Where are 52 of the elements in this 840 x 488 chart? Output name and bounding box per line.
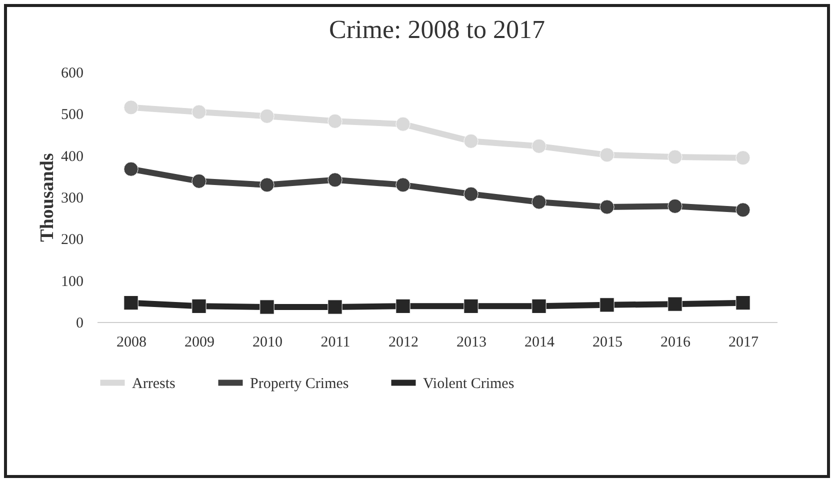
x-tick-label: 2009 (184, 334, 214, 350)
legend-label: Arrests (132, 376, 176, 392)
point (396, 116, 410, 132)
y-tick-label: 200 (61, 232, 84, 248)
point (192, 104, 206, 120)
y-tick-label: 300 (61, 190, 84, 206)
point (464, 134, 478, 148)
point (736, 202, 750, 218)
point (124, 162, 138, 176)
x-tick-label: 2017 (728, 334, 759, 350)
point (260, 108, 274, 124)
point (464, 298, 478, 314)
point (396, 298, 410, 314)
point (396, 178, 410, 192)
point (532, 138, 546, 154)
point (328, 114, 342, 128)
point (328, 172, 342, 188)
y-tick-label: 600 (61, 66, 84, 82)
y-tick-label: 400 (61, 148, 84, 165)
point (600, 298, 614, 312)
point (668, 150, 682, 164)
point (124, 100, 138, 115)
x-tick-label: 2010 (252, 334, 282, 350)
x-tick-label: 2013 (456, 334, 486, 350)
point (124, 296, 138, 310)
chart-title: Crime: 2008 to 2017 (329, 15, 545, 44)
x-tick-label: 2012 (388, 334, 418, 350)
point (532, 298, 546, 314)
point (464, 186, 478, 202)
y-tick-label: 100 (61, 274, 84, 290)
y-axis-title: Thousands (37, 153, 58, 242)
point (668, 198, 682, 214)
x-tick-label: 2016 (660, 334, 691, 350)
x-tick-label: 2008 (116, 334, 146, 350)
point (328, 300, 342, 314)
x-tick-label: 2011 (320, 334, 350, 350)
y-tick-label: 500 (61, 107, 84, 124)
point (192, 298, 206, 314)
x-tick-label: 2014 (524, 334, 555, 350)
point (600, 148, 614, 162)
point (600, 200, 614, 214)
y-tick-label: 0 (76, 316, 84, 332)
legend-label: Property Crimes (250, 376, 349, 392)
point (736, 296, 750, 310)
point (668, 296, 682, 312)
point (532, 194, 546, 210)
x-tick-label: 2015 (592, 334, 622, 350)
point (736, 150, 750, 166)
point (192, 174, 206, 188)
point (260, 300, 274, 314)
legend-label: Violent Crimes (423, 376, 514, 392)
point (260, 178, 274, 192)
